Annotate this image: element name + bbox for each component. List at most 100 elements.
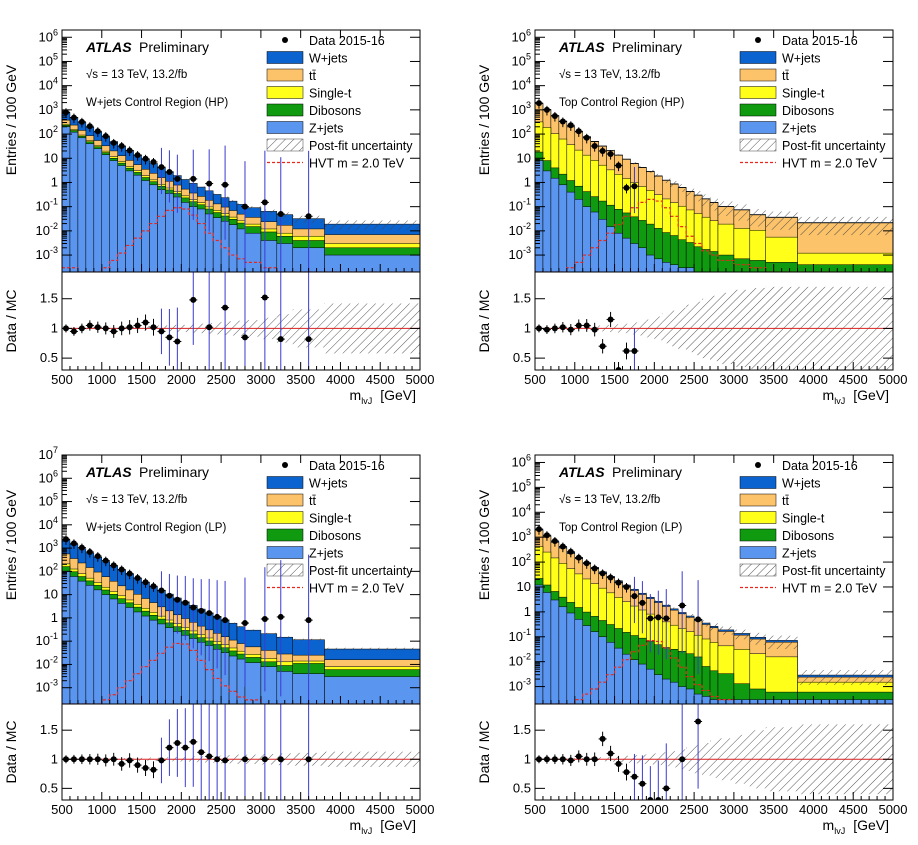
legend-data-label: Data 2015-16 bbox=[309, 34, 385, 48]
uncertainty-band-bin-19 bbox=[213, 193, 222, 196]
x-axis-label-unit: [GeV] bbox=[380, 387, 416, 403]
x-tick-label: 1000 bbox=[560, 372, 589, 387]
ratio-point bbox=[679, 756, 686, 763]
legend-wjets-label: W+jets bbox=[782, 52, 821, 66]
x-tick-label: 3000 bbox=[246, 372, 275, 387]
ratio-y-tick-label: 1.5 bbox=[40, 722, 58, 737]
data-point bbox=[222, 617, 229, 624]
data-point bbox=[174, 175, 181, 182]
y-tick-label: 10-1 bbox=[36, 197, 58, 214]
x-tick-label: 2500 bbox=[207, 802, 236, 817]
bar-zjets-bin-12 bbox=[157, 623, 166, 704]
x-tick-label: 3500 bbox=[286, 802, 315, 817]
ratio-pad bbox=[535, 286, 893, 370]
uncertainty-band-bin-27 bbox=[324, 647, 420, 651]
ratio-point bbox=[78, 325, 85, 332]
bar-dibosons-bin-21 bbox=[701, 249, 711, 272]
x-axis-label-main: m bbox=[823, 817, 835, 833]
ratio-point bbox=[583, 322, 590, 329]
legend-uncertainty-swatch bbox=[739, 563, 777, 577]
bar-zjets-bin-4 bbox=[566, 612, 576, 704]
x-tick-label: 1500 bbox=[127, 802, 156, 817]
bar-zjets-bin-6 bbox=[109, 160, 118, 272]
data-point bbox=[150, 159, 157, 166]
bar-zjets-bin-2 bbox=[550, 599, 560, 704]
y-tick-label: 10 bbox=[44, 587, 58, 602]
ratio-point bbox=[158, 328, 165, 335]
data-point bbox=[559, 543, 566, 550]
ratio-point bbox=[647, 797, 654, 800]
ratio-y-axis-label: Data / MC bbox=[476, 720, 492, 783]
main-pad bbox=[535, 99, 893, 272]
ratio-frame bbox=[61, 703, 421, 801]
ratio-point bbox=[695, 718, 702, 725]
signal-hvt-line bbox=[535, 198, 893, 272]
data-point bbox=[305, 213, 312, 220]
ratio-point bbox=[599, 735, 606, 742]
bar-zjets-bin-8 bbox=[598, 636, 607, 704]
data-point bbox=[134, 574, 141, 581]
ratio-point bbox=[607, 316, 614, 323]
ratio-point bbox=[599, 343, 606, 350]
x-tick-label: 4500 bbox=[839, 372, 868, 387]
ratio-point bbox=[567, 757, 574, 764]
legend-ttbar-swatch bbox=[739, 493, 777, 507]
legend-singlet-swatch bbox=[266, 86, 304, 99]
ratio-point bbox=[551, 325, 558, 332]
bar-zjets-bin-12 bbox=[157, 189, 166, 272]
legend-dibosons-swatch bbox=[266, 103, 304, 117]
x-tick-label: 4000 bbox=[799, 372, 828, 387]
bar-zjets-bin-22 bbox=[709, 699, 719, 704]
uncertainty-band-bin-26 bbox=[765, 211, 798, 230]
y-tick-label: 104 bbox=[512, 76, 531, 93]
y-tick-label: 1 bbox=[524, 604, 531, 619]
data-point bbox=[102, 557, 109, 564]
y-tick-label: 106 bbox=[39, 468, 58, 485]
y-tick-label: 103 bbox=[39, 100, 58, 117]
bar-zjets-bin-14 bbox=[646, 668, 655, 704]
y-tick-label: 103 bbox=[512, 100, 531, 117]
data-point bbox=[190, 175, 197, 182]
uncertainty-band-bin-23 bbox=[717, 626, 734, 635]
data-point bbox=[631, 183, 638, 190]
data-point bbox=[142, 579, 149, 586]
bar-zjets-bin-21 bbox=[701, 696, 711, 704]
x-tick-label: 4000 bbox=[799, 802, 828, 817]
chart-panel-2: 10-3 10-2 10-1 1 10 102 103 104 105 106 Entries / … bbox=[476, 27, 907, 406]
uncertainty-band-bin-13 bbox=[638, 166, 647, 169]
ratio-point bbox=[583, 756, 590, 763]
bar-zjets-bin-19 bbox=[212, 217, 222, 272]
legend-zjets-label: Z+jets bbox=[782, 547, 816, 561]
bar-dibosons-bin-22 bbox=[709, 670, 719, 704]
bar-zjets-bin-7 bbox=[590, 631, 599, 704]
bar-zjets-bin-13 bbox=[165, 193, 174, 272]
data-point bbox=[134, 152, 141, 159]
uncertainty-band-bin-21 bbox=[229, 199, 238, 203]
bar-zjets-bin-3 bbox=[85, 585, 95, 704]
bar-zjets-bin-20 bbox=[693, 693, 703, 704]
ratio-point bbox=[70, 328, 77, 335]
bar-zjets-bin-15 bbox=[654, 674, 663, 704]
data-point bbox=[261, 199, 268, 206]
y-tick-label: 105 bbox=[39, 51, 58, 68]
ratio-point bbox=[241, 756, 248, 763]
ratio-point bbox=[110, 328, 117, 335]
bar-zjets-bin-25 bbox=[276, 243, 293, 272]
ratio-point bbox=[118, 760, 125, 767]
energy-label: √s = 13 TeV, 13.2/fb bbox=[559, 68, 660, 81]
y-tick-label: 10 bbox=[517, 150, 531, 165]
atlas-label: ATLAS bbox=[85, 39, 132, 55]
data-point bbox=[86, 123, 93, 130]
region-label: W+jets Control Region (LP) bbox=[86, 522, 226, 534]
bar-zjets-bin-2 bbox=[77, 580, 87, 704]
y-tick-label: 102 bbox=[39, 561, 58, 578]
uncertainty-band-bin-24 bbox=[733, 629, 750, 640]
x-tick-label: 3000 bbox=[246, 802, 275, 817]
y-tick-label: 10-1 bbox=[36, 631, 58, 648]
legend-signal-label: HVT m = 2.0 TeV bbox=[309, 157, 405, 171]
ratio-y-tick-label: 1.5 bbox=[40, 291, 58, 306]
ratio-point bbox=[277, 336, 284, 343]
bar-dibosons-bin-18 bbox=[677, 239, 687, 272]
ratio-frame bbox=[61, 271, 421, 371]
energy-label: √s = 13 TeV, 13.2/fb bbox=[86, 68, 187, 81]
